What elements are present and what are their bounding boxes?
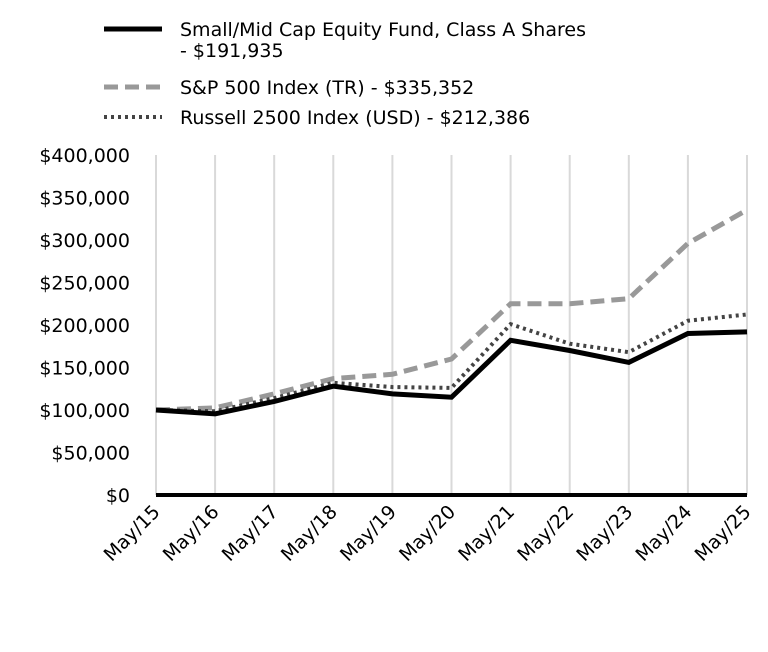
legend-label-fund-line2: - $191,935 bbox=[180, 40, 284, 62]
legend-label-fund-line1: Small/Mid Cap Equity Fund, Class A Share… bbox=[180, 19, 586, 41]
y-tick-label: $200,000 bbox=[39, 315, 130, 337]
legend-label-sp500: S&P 500 Index (TR) - $335,352 bbox=[180, 77, 474, 99]
x-axis-labels: May/15May/16May/17May/18May/19May/20May/… bbox=[100, 501, 756, 566]
x-tick-label: May/21 bbox=[454, 501, 519, 566]
y-tick-label: $50,000 bbox=[51, 443, 130, 465]
y-tick-label: $0 bbox=[106, 485, 130, 507]
series-line-fund bbox=[155, 329, 748, 417]
x-tick-label: May/16 bbox=[159, 501, 224, 566]
y-axis-labels: $0 $50,000 $100,000 $150,000 $200,000 $250,00… bbox=[39, 145, 130, 507]
x-tick-label: May/17 bbox=[218, 501, 283, 566]
legend-label-russell2500: Russell 2500 Index (USD) - $212,386 bbox=[180, 107, 530, 129]
y-tick-label: $400,000 bbox=[39, 145, 130, 167]
x-tick-label: May/23 bbox=[572, 501, 637, 566]
x-tick-label: May/19 bbox=[336, 501, 401, 566]
series-line-sp500 bbox=[155, 207, 749, 413]
series-line-russell2500 bbox=[155, 312, 748, 414]
y-tick-label: $300,000 bbox=[39, 230, 130, 252]
x-tick-label: May/24 bbox=[631, 501, 696, 566]
legend: Small/Mid Cap Equity Fund, Class A Share… bbox=[104, 19, 586, 129]
series-layer bbox=[155, 207, 749, 417]
y-tick-label: $150,000 bbox=[39, 358, 130, 380]
gridlines bbox=[155, 155, 748, 495]
y-tick-label: $250,000 bbox=[39, 273, 130, 295]
x-tick-label: May/20 bbox=[395, 501, 460, 566]
x-tick-label: May/15 bbox=[100, 501, 165, 566]
x-tick-label: May/18 bbox=[277, 501, 342, 566]
x-tick-label: May/22 bbox=[513, 501, 578, 566]
y-tick-label: $100,000 bbox=[39, 400, 130, 422]
y-tick-label: $350,000 bbox=[39, 188, 130, 210]
x-tick-label: May/25 bbox=[691, 501, 756, 566]
